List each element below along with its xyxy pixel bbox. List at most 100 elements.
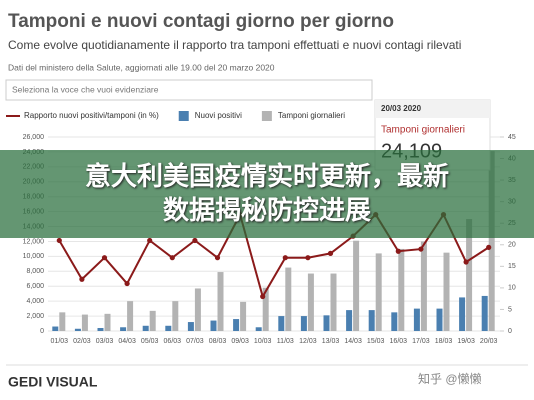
legend-swatch — [261, 111, 272, 121]
line-point — [463, 259, 469, 265]
line-point — [192, 237, 198, 244]
line-point — [214, 255, 221, 261]
bar — [307, 273, 314, 331]
x-tick-label: 11/03 — [277, 338, 294, 345]
x-tick-label: 15/03 — [367, 338, 385, 345]
bar — [52, 326, 59, 331]
bar — [97, 328, 104, 331]
line-point — [486, 244, 492, 250]
legend-label: Nuovi positivi — [195, 111, 242, 120]
y-tick-label: 6,000 — [26, 283, 44, 290]
line-point — [124, 280, 130, 287]
dropdown[interactable] — [5, 79, 373, 101]
watermark: 知乎 @懒懒 — [418, 372, 482, 386]
y2-tick-label: 15 — [508, 263, 516, 270]
tooltip-series: Tamponi giornalieri — [381, 125, 465, 136]
x-tick-label: 02/03 — [73, 338, 91, 345]
tooltip-date: 20/03 2020 — [381, 104, 422, 113]
brand: GEDI VISUAL — [8, 374, 98, 390]
x-tick-label: 06/03 — [164, 338, 182, 345]
tooltip-header — [375, 100, 490, 118]
line — [58, 211, 490, 300]
line-point — [147, 237, 153, 244]
dropdown-placeholder[interactable]: Seleziona la voce che vuoi evidenziare — [12, 84, 159, 94]
line-point — [418, 246, 424, 252]
bar — [330, 273, 337, 331]
bar — [142, 325, 149, 331]
line-point — [327, 250, 334, 256]
legend-label: Rapporto nuovi positivi/tamponi (in %) — [24, 111, 159, 120]
y2-tick-label: 5 — [508, 306, 512, 313]
x-tick-label: 19/03 — [457, 338, 475, 345]
x-tick-label: 17/03 — [412, 338, 430, 345]
x-tick-label: 03/03 — [96, 338, 114, 345]
x-tick-label: 10/03 — [254, 338, 272, 345]
bar — [81, 314, 88, 331]
bar — [436, 308, 443, 331]
x-tick-label: 08/03 — [209, 338, 227, 345]
chart-source: Dati del ministero della Salute, aggiorn… — [8, 62, 275, 72]
bar — [375, 253, 382, 331]
x-tick-label: 05/03 — [141, 338, 159, 345]
y-tick-label: 12,000 — [23, 238, 45, 245]
banner: 意大利美国疫情实时更新，最新数据揭秘防控进展 — [0, 150, 534, 238]
y-tick-label: 10,000 — [23, 253, 45, 260]
y-tick-label: 26,000 — [23, 134, 45, 141]
y-tick-label: 4,000 — [26, 298, 44, 305]
bar — [59, 312, 66, 331]
bar — [262, 287, 269, 331]
bar — [346, 310, 353, 331]
bar — [420, 241, 427, 331]
bar — [278, 316, 285, 331]
bar — [368, 310, 375, 331]
banner-text: 意大利美国疫情实时更新，最新数据揭秘防控进展 — [84, 162, 449, 226]
bar — [149, 310, 156, 331]
x-tick-label: 04/03 — [118, 338, 136, 345]
y-tick-label: 8,000 — [26, 268, 44, 275]
y-tick-label: 0 — [40, 328, 44, 335]
line-point — [305, 255, 311, 261]
chart-subtitle: Come evolve quotidianamente il rapporto … — [8, 38, 461, 52]
bar — [488, 151, 495, 331]
line-point — [395, 248, 401, 254]
bar — [481, 295, 488, 331]
bar — [443, 252, 450, 331]
line-point — [79, 276, 85, 282]
x-tick-label: 07/03 — [186, 338, 204, 345]
bar — [172, 301, 179, 331]
line-point — [169, 255, 175, 261]
x-tick-label: 14/03 — [344, 338, 362, 345]
x-tick-label: 09/03 — [231, 338, 249, 345]
legend-label: Tamponi giornalieri — [278, 111, 345, 120]
line-point — [260, 293, 266, 300]
bar — [127, 301, 134, 331]
bar — [466, 219, 473, 331]
bar — [300, 316, 307, 331]
bar — [120, 327, 127, 331]
line-point — [101, 255, 108, 261]
bar — [240, 301, 247, 331]
legend-swatch — [178, 111, 189, 121]
x-tick-label: 13/03 — [322, 338, 340, 345]
bar — [74, 328, 81, 331]
bar — [398, 248, 405, 331]
bar — [187, 322, 194, 331]
x-tick-label: 20/03 — [480, 338, 498, 345]
bar — [459, 297, 466, 331]
bar — [104, 313, 111, 331]
y-tick-label: 2,000 — [26, 313, 44, 320]
bar — [323, 315, 330, 331]
line-point — [282, 255, 288, 261]
bar — [413, 308, 420, 331]
bar — [217, 272, 224, 331]
x-tick-label: 12/03 — [299, 338, 317, 345]
x-tick-label: 01/03 — [51, 338, 69, 345]
y2-tick-label: 0 — [508, 328, 512, 335]
bar — [285, 267, 292, 331]
bar — [255, 327, 262, 331]
x-tick-label: 18/03 — [435, 338, 453, 345]
y2-tick-label: 45 — [508, 134, 516, 141]
bar — [353, 240, 360, 331]
y2-tick-label: 10 — [508, 285, 516, 292]
